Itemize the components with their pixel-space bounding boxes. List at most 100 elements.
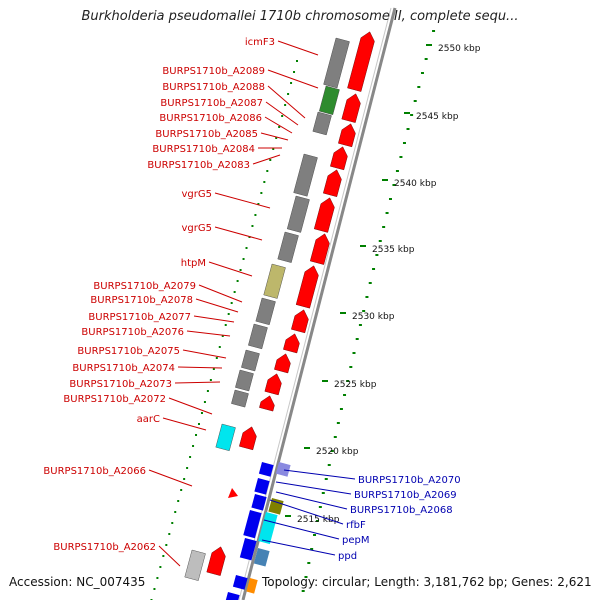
scale-tick [340,312,346,314]
inner-scale-dot [189,456,192,458]
cds-forward-arrow [274,353,291,374]
label-leader-line [277,40,319,56]
inner-scale-dot [200,412,203,414]
inner-scale-dot [171,522,174,524]
inner-scale-dot [275,137,278,139]
label-leader-line [193,315,235,323]
cds-forward-arrow [313,197,335,233]
feature-label: BURPS1710b_A2086 [159,113,262,124]
cog-feature-box [184,549,206,581]
inner-scale-dot [195,434,198,436]
scale-dot [382,226,386,228]
scale-layer: 2550 kbp 2545 kbp 2540 kbp 2535 kbp 2530 kbp… [150,30,481,600]
feature-label: BURPS1710b_A2062 [53,542,156,553]
inner-scale-dot [254,214,257,216]
cds-reverse-box [239,537,257,561]
label-leader-line [265,101,299,126]
scale-dot [343,394,347,396]
cds-forward-arrow [239,426,257,451]
scale-dot [349,366,353,368]
inner-scale-dot [203,401,206,403]
cog-feature-box [241,349,260,372]
scale-dot [375,254,379,256]
label-leader-line [186,330,231,337]
inner-scale-dot [269,159,272,161]
scale-tick-label: 2540 kbp [394,179,437,189]
scale-dot [395,170,399,172]
cds-forward-arrow [283,333,300,354]
label-leader-line [182,349,227,359]
cog-feature-box [215,423,236,452]
feature-label: BURPS1710b_A2083 [147,160,250,171]
scale-dot [330,450,334,452]
scale-dot [358,324,362,326]
feature-label: BURPS1710b_A2076 [81,327,184,338]
inner-scale-dot [293,71,296,73]
inner-scale-dot [165,544,168,546]
feature-label-reverse: BURPS1710b_A2068 [350,505,453,516]
label-leader-line [162,417,207,431]
feature-label: BURPS1710b_A2072 [63,394,166,405]
feature-label: BURPS1710b_A2075 [77,346,180,357]
cds-reverse-box [254,477,270,495]
feature-label: BURPS1710b_A2079 [93,281,196,292]
scale-tick-label: 2520 kbp [316,447,359,457]
inner-scale-dot [197,423,200,425]
inner-scale-dot [260,192,263,194]
cog-feature-box [231,389,249,408]
label-leader-line-reverse [263,519,340,540]
feature-label-reverse: BURPS1710b_A2069 [354,490,457,501]
scale-dot [432,30,436,32]
cds-forward-arrow [291,309,309,334]
inner-scale-dot [206,390,209,392]
label-leader-line-reverse [275,481,352,495]
cds-reverse-box [225,592,240,600]
scale-dot [355,338,359,340]
scale-dot [327,464,331,466]
scale-dot [413,100,417,102]
cog-reverse-box [258,511,278,545]
label-leader-line-reverse [275,491,348,510]
map-title: Burkholderia pseudomallei 1710b chromoso… [81,9,519,24]
scale-tick [426,44,432,46]
scale-dot [410,114,414,116]
cog-feature-box [293,153,318,197]
feature-label: BURPS1710b_A2073 [69,379,172,390]
cog-feature-box [255,297,276,326]
cds-forward-arrow [347,31,375,92]
inner-scale-dot [251,225,254,227]
accession-label: Accession: NC_007435 [9,575,146,589]
inner-scale-dot [236,280,239,282]
inner-scale-dot [218,346,221,348]
scale-dot [324,478,328,480]
feature-label: BURPS1710b_A2085 [155,129,258,140]
inner-scale-dot [266,170,269,172]
feature-label: BURPS1710b_A2087 [160,98,263,109]
label-leader-line [195,298,239,313]
inner-scale-dot [153,588,156,590]
scale-dot [385,212,389,214]
scale-dot [402,142,406,144]
inner-scale-dot [242,258,245,260]
cds-forward-arrow [295,265,319,309]
cds-reverse-box [258,461,274,477]
inner-scale-dot [159,566,162,568]
inner-scale-dot [162,555,165,557]
feature-label: BURPS1710b_A2084 [152,144,255,155]
feature-label-reverse: pepM [342,535,369,546]
scale-tick [360,245,366,247]
scale-dot [388,198,392,200]
scale-dot [352,352,356,354]
scale-dot [392,184,396,186]
feature-label: BURPS1710b_A2078 [90,295,193,306]
scale-dot [321,492,325,494]
inner-scale-dot [192,445,195,447]
inner-scale-dot [224,324,227,326]
label-leader-line [148,469,193,487]
scale-dot [378,240,382,242]
cds-reverse-box [243,510,262,539]
inner-scale-dot [156,577,159,579]
scale-dot [315,520,319,522]
